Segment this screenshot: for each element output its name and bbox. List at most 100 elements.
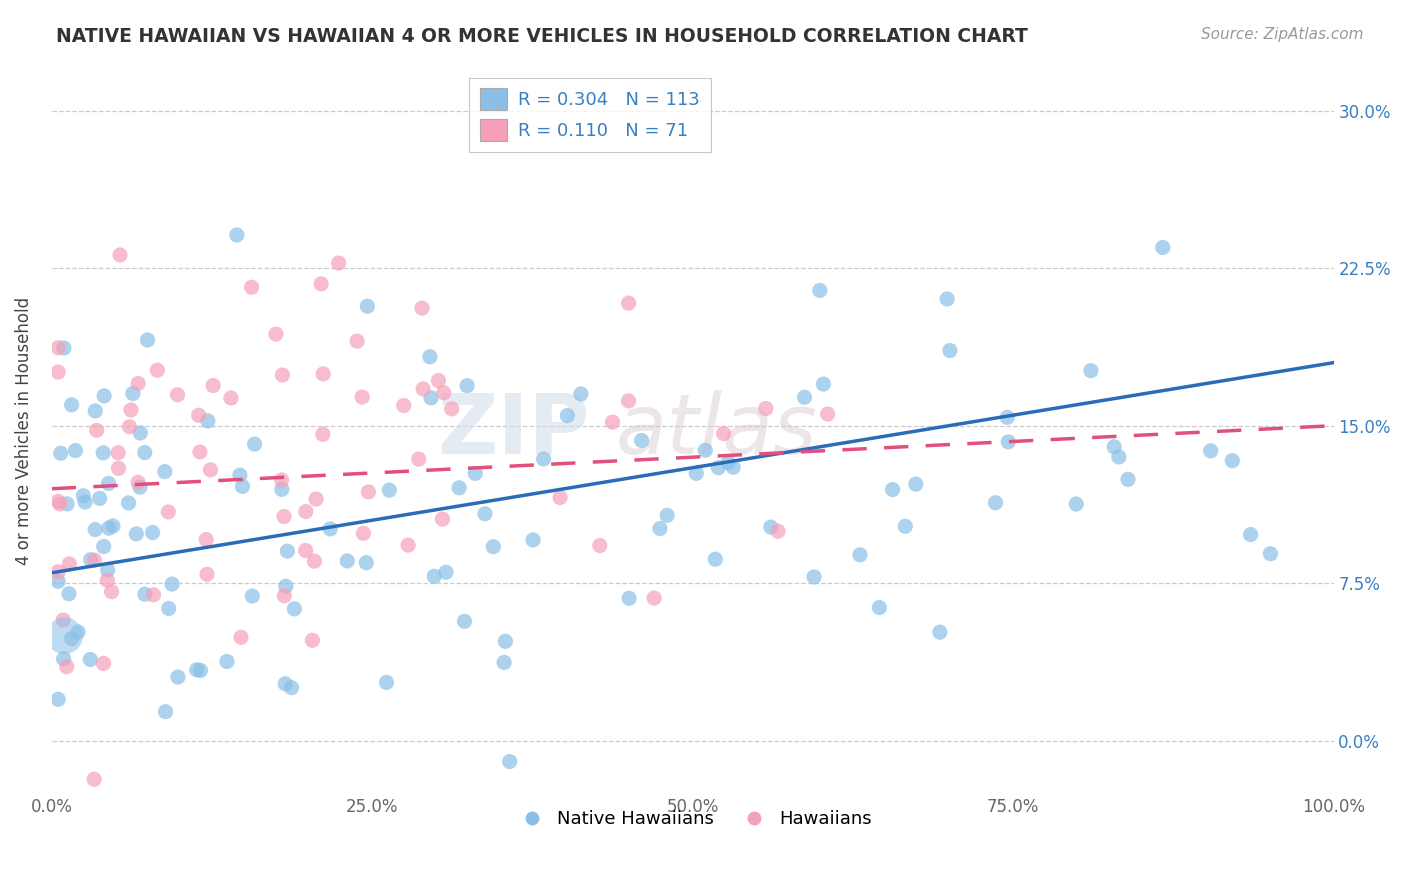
Point [97,563,120,577]
Point [295,505,318,519]
Point [356,299,378,313]
Point [305,491,328,506]
Point [120,403,142,417]
Point [55,659,77,673]
Point [356,556,378,570]
Point [97,521,120,535]
Point [46,574,69,589]
Point [1116,472,1139,486]
Point [187,409,209,423]
Point [849,548,872,562]
Point [153,465,176,479]
Point [58,557,80,571]
Point [464,467,486,481]
Point [817,407,839,421]
Point [433,385,456,400]
Point [423,569,446,583]
Point [188,445,211,459]
Point [225,227,247,242]
Point [939,343,962,358]
Point [100,584,122,599]
Point [127,376,149,391]
Text: NATIVE HAWAIIAN VS HAWAIIAN 4 OR MORE VEHICLES IN HOUSEHOLD CORRELATION CHART: NATIVE HAWAIIAN VS HAWAIIAN 4 OR MORE VE… [56,27,1028,45]
Text: atlas: atlas [616,391,817,472]
Point [375,675,398,690]
Point [190,664,212,678]
Point [273,589,295,603]
Point [146,363,169,377]
Point [219,391,242,405]
Point [167,670,190,684]
Point [166,388,188,402]
Point [440,401,463,416]
Point [1102,440,1125,454]
Point [695,443,717,458]
Point [482,540,505,554]
Point [357,484,380,499]
Point [240,280,263,294]
Point [1108,450,1130,464]
Point [411,301,433,315]
Point [122,386,145,401]
Point [721,460,744,475]
Point [52,613,75,627]
Point [274,579,297,593]
Point [704,552,727,566]
Point [195,567,218,582]
Point [46,365,69,379]
Point [157,601,180,615]
Point [904,477,927,491]
Point [79,652,101,666]
Point [432,512,454,526]
Point [1080,363,1102,377]
Point [231,479,253,493]
Point [67,625,90,640]
Point [273,509,295,524]
Point [107,446,129,460]
Point [264,327,287,342]
Point [84,523,107,537]
Point [803,570,825,584]
Point [984,496,1007,510]
Point [456,378,478,392]
Point [328,256,350,270]
Point [200,463,222,477]
Point [46,494,69,508]
Point [49,446,72,460]
Point [91,446,114,460]
Point [60,632,83,646]
Point [276,544,298,558]
Point [52,652,75,666]
Point [427,374,450,388]
Point [56,497,79,511]
Y-axis label: 4 or more Vehicles in Household: 4 or more Vehicles in Household [15,297,32,565]
Point [186,663,208,677]
Point [602,415,624,429]
Point [125,527,148,541]
Point [304,554,326,568]
Point [93,657,115,671]
Point [995,410,1018,425]
Point [617,393,640,408]
Point [101,519,124,533]
Point [215,655,238,669]
Point [271,368,294,382]
Point [157,505,180,519]
Point [97,476,120,491]
Point [717,456,740,470]
Point [1152,240,1174,254]
Point [346,334,368,348]
Point [142,525,165,540]
Point [312,427,335,442]
Point [813,377,835,392]
Point [894,519,917,533]
Point [155,705,177,719]
Point [202,378,225,392]
Point [280,681,302,695]
Point [1199,443,1222,458]
Point [93,540,115,554]
Point [136,333,159,347]
Point [108,248,131,262]
Point [936,292,959,306]
Point [319,522,342,536]
